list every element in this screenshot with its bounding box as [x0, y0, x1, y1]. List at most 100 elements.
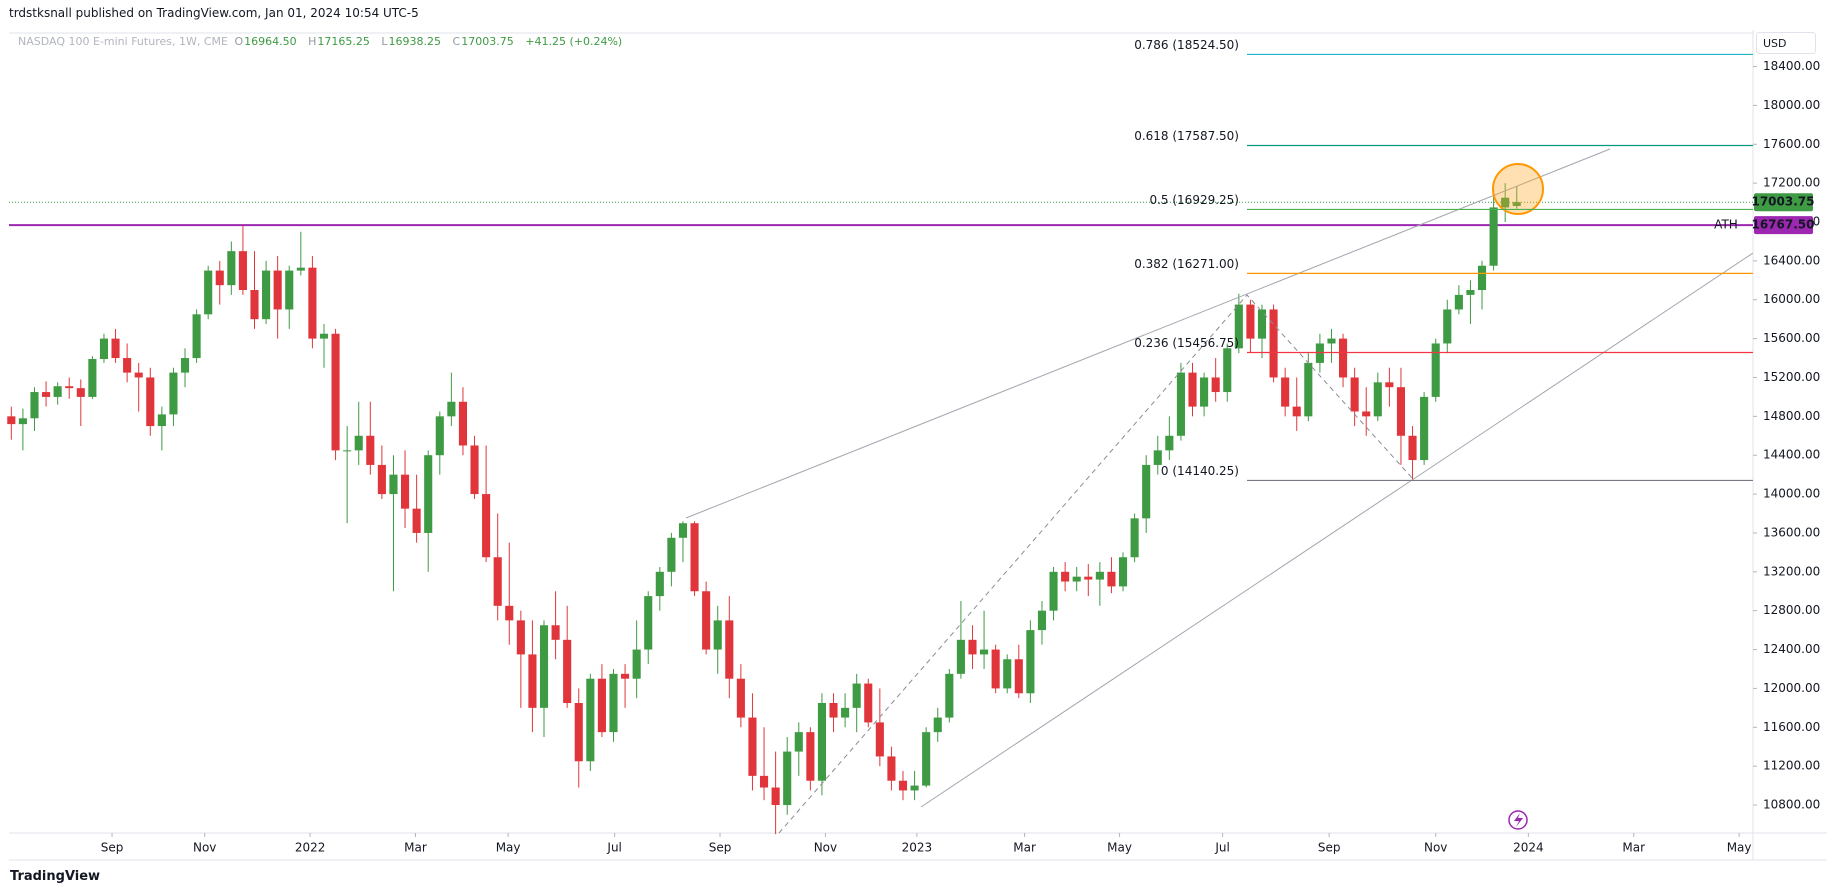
y-tick-label: 17600.00 [1763, 137, 1820, 151]
x-tick-label: Nov [193, 841, 216, 855]
candle-body [1014, 659, 1023, 694]
candle-body [1304, 362, 1313, 417]
last-price-tag [1754, 193, 1813, 212]
x-tick-label: Jul [1214, 841, 1229, 855]
candle-body [1095, 571, 1104, 580]
y-tick-label: 12800.00 [1763, 603, 1820, 617]
y-tick-label: 11200.00 [1763, 759, 1820, 773]
candle-body [1373, 382, 1382, 417]
candle-body [296, 267, 305, 271]
change: +41.25 (+0.24%) [525, 35, 623, 48]
high: 17165.25 [317, 35, 370, 48]
candle-body [88, 359, 97, 397]
x-tick-label: May [496, 841, 521, 855]
candle-body [7, 416, 16, 425]
candle-body [1165, 435, 1174, 451]
y-tick-label: 16400.00 [1763, 253, 1820, 267]
candle-body [111, 338, 120, 359]
y-tick-label: 14800.00 [1763, 409, 1820, 423]
candle-body [42, 392, 51, 397]
candle-body [412, 508, 421, 533]
candle-body [597, 678, 606, 733]
candle-body [1084, 576, 1093, 580]
candle-body [725, 620, 734, 679]
symbol: NASDAQ 100 E-mini Futures, 1W, CME [18, 35, 228, 48]
l-key: L [381, 35, 388, 48]
candle-body [539, 625, 549, 708]
channel-lower [920, 252, 1754, 808]
candle-body [678, 523, 688, 538]
candle-body [817, 702, 826, 781]
candle-body [65, 386, 74, 389]
candle-body [331, 333, 340, 451]
candle-body [748, 717, 757, 776]
x-tick-label: 2022 [295, 841, 326, 855]
candle-body [1339, 338, 1348, 378]
candle-body [1385, 382, 1394, 388]
candle-body [1501, 197, 1510, 208]
candle-body [1431, 343, 1440, 397]
y-tick-label: 12400.00 [1763, 642, 1820, 656]
candle-body [1072, 576, 1081, 582]
x-tick-label: May [1727, 841, 1752, 855]
candle-body [354, 435, 363, 451]
publisher: trdstksnall published on TradingView.com… [9, 6, 419, 20]
x-tick-label: Sep [1318, 841, 1341, 855]
candle-body [1118, 557, 1128, 587]
candle-body [377, 464, 386, 495]
candle-body [505, 605, 514, 621]
candle-body [1142, 464, 1151, 519]
candle-body [215, 270, 224, 286]
candle-body [563, 639, 572, 703]
candle-body [169, 372, 178, 415]
candle-body [123, 358, 132, 373]
candle-body [1153, 450, 1162, 465]
y-tick-label: 12000.00 [1763, 681, 1820, 695]
y-tick-label: 11600.00 [1763, 720, 1820, 734]
candle-body [968, 639, 977, 655]
ath-tag-label: 16767.50 [1751, 218, 1814, 232]
candle-body [736, 678, 745, 718]
candle-body [99, 338, 109, 360]
candle-body [1420, 396, 1429, 461]
candle-body [1350, 377, 1359, 412]
candle-body [262, 270, 271, 320]
c-key: C [452, 35, 461, 48]
fib-zigzag [778, 294, 1414, 834]
channel-upper [685, 148, 1611, 519]
candle-body [1107, 571, 1116, 587]
candle-body [1026, 630, 1035, 694]
candle-body [1003, 659, 1012, 689]
currency-button[interactable]: USD [1756, 32, 1816, 54]
x-tick-label: Mar [1622, 841, 1645, 855]
candle-body [1130, 518, 1139, 558]
event-icon [1508, 810, 1528, 830]
candle-body [482, 494, 491, 558]
candle-body [53, 386, 62, 397]
candle-body [493, 557, 502, 606]
candle-body [273, 270, 282, 310]
candle-body [447, 401, 456, 417]
candle-body [1246, 304, 1255, 339]
candle-body [1049, 571, 1058, 611]
candle-body [667, 537, 676, 572]
candle-body [574, 702, 583, 762]
candle-body [1489, 207, 1498, 266]
candle-body [227, 251, 236, 286]
x-tick-label: Sep [101, 841, 124, 855]
candle-body [366, 435, 375, 465]
event-bolt [1514, 813, 1523, 827]
candle-body [458, 401, 468, 446]
candle-body [829, 702, 838, 718]
candle-body [898, 780, 908, 791]
y-tick-label: 18000.00 [1763, 98, 1820, 112]
ath-label: ATH [1714, 218, 1738, 232]
candle-body [1477, 265, 1487, 291]
candle-body [1234, 304, 1243, 349]
fib-label: 0.5 (16929.25) [1149, 193, 1239, 207]
fib-label: 0.786 (18524.50) [1134, 38, 1239, 52]
y-tick-label: 16000.00 [1763, 292, 1820, 306]
candle-body [910, 785, 919, 791]
candle-body [887, 756, 896, 781]
fib-label: 0.618 (17587.50) [1134, 129, 1239, 143]
